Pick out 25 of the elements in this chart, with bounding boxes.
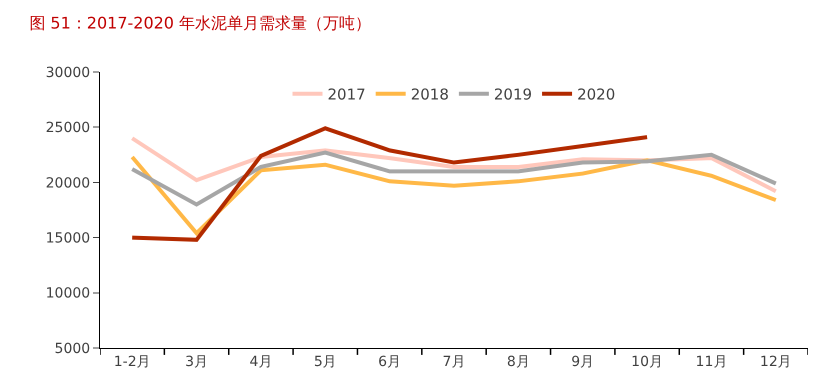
y-tick-label: 25000 — [46, 120, 90, 136]
x-tick-label: 5月 — [314, 354, 337, 370]
x-tick-label: 9月 — [571, 354, 594, 370]
x-tick-label: 6月 — [378, 354, 402, 370]
chart-title: 图 51：2017-2020 年水泥单月需求量（万吨） — [29, 14, 372, 33]
line-series — [130, 150, 778, 206]
x-tick-label: 10月 — [631, 354, 664, 370]
x-tick-label: 4月 — [249, 354, 272, 370]
x-tick-label: 3月 — [185, 354, 208, 370]
legend-label: 2017 — [328, 86, 366, 104]
x-tick-label: 12月 — [760, 354, 792, 370]
x-tick-label: 7月 — [442, 354, 466, 370]
y-tick-label: 30000 — [46, 64, 90, 81]
x-tick-label: 11月 — [696, 354, 728, 370]
legend-label: 2020 — [577, 86, 616, 104]
y-tick-label: 20000 — [46, 175, 90, 192]
y-tick-label: 5000 — [54, 340, 90, 357]
line-series — [130, 155, 778, 236]
line-series — [130, 126, 650, 242]
legend-label: 2019 — [494, 86, 532, 104]
y-tick-label: 10000 — [46, 286, 90, 302]
legend-label: 2018 — [410, 86, 449, 104]
x-tick-label: 8月 — [506, 354, 530, 370]
x-tick-label: 1-2月 — [114, 354, 151, 370]
y-tick-label: 15000 — [46, 230, 90, 246]
